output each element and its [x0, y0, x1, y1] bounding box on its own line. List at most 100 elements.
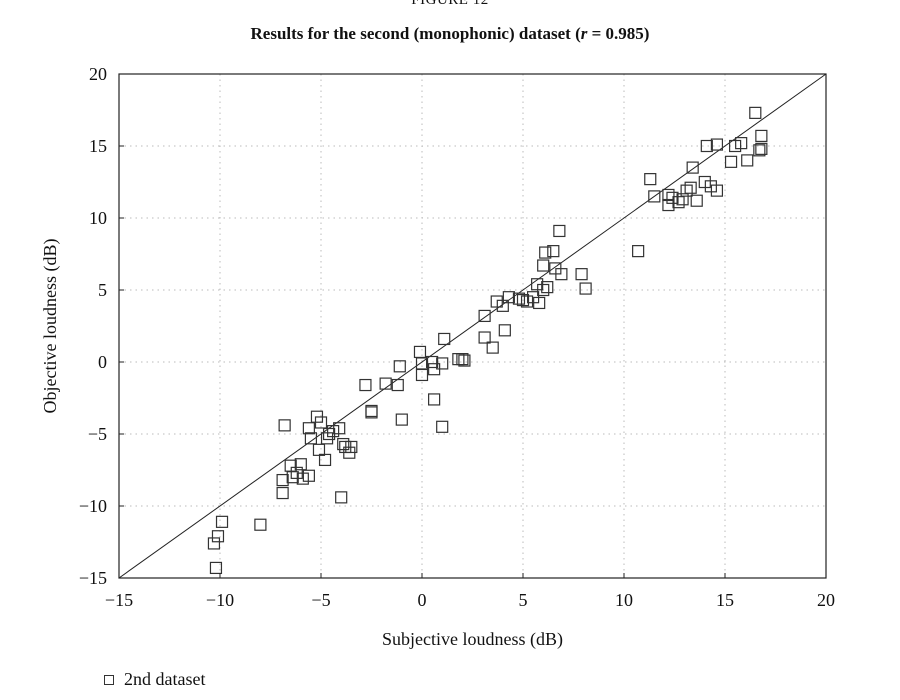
- data-point: [553, 224, 566, 238]
- data-point: [304, 432, 317, 445]
- data-point: [539, 246, 552, 259]
- data-point: [516, 293, 530, 307]
- data-point: [456, 353, 469, 366]
- y-tick-label: −5: [88, 424, 107, 444]
- data-point: [276, 473, 289, 487]
- data-point: [415, 368, 429, 382]
- x-tick-label: −10: [206, 590, 234, 610]
- data-point: [211, 530, 225, 543]
- data-point: [478, 331, 491, 344]
- data-point: [755, 129, 768, 143]
- y-tick-label: −10: [79, 496, 107, 516]
- data-point: [749, 106, 762, 119]
- data-point: [209, 561, 223, 575]
- data-point: [502, 291, 515, 304]
- data-point: [672, 196, 685, 209]
- data-point: [207, 537, 221, 550]
- figure-label: FIGURE 12: [411, 0, 489, 8]
- y-tick-label: 10: [89, 208, 107, 228]
- data-point: [537, 259, 550, 272]
- legend-label: 2nd dataset: [124, 669, 206, 689]
- data-point: [498, 324, 511, 337]
- data-point: [333, 422, 346, 435]
- data-point: [312, 443, 326, 456]
- data-point: [314, 416, 328, 429]
- data-point: [676, 193, 689, 206]
- data-point: [395, 413, 408, 426]
- data-point: [302, 469, 315, 482]
- plot-frame: [118, 73, 827, 579]
- data-point: [254, 518, 267, 531]
- x-tick-label: 20: [817, 590, 835, 610]
- chart-title-prefix: Results for the second (monophonic) data…: [250, 24, 581, 43]
- chart-title-suffix: = 0.985): [587, 24, 650, 43]
- grid: [119, 74, 826, 578]
- legend: 2nd dataset: [104, 669, 205, 690]
- data-point: [555, 268, 568, 281]
- data-point: [294, 458, 307, 471]
- data-point: [684, 181, 697, 194]
- chart-title-variable: r: [580, 24, 588, 43]
- data-point: [512, 292, 526, 305]
- data-point: [359, 378, 372, 392]
- data-point: [438, 332, 451, 346]
- axis-ticks: −15 −10 −5 0 5 10 15 20 −15 −10 −5 0 5 10 15 20: [79, 64, 835, 610]
- legend-square-marker-icon: [104, 674, 114, 685]
- data-point: [575, 268, 588, 281]
- data-point: [533, 296, 546, 310]
- data-point: [541, 281, 554, 294]
- data-point: [547, 245, 560, 258]
- data-point: [755, 142, 768, 155]
- data-point: [318, 453, 332, 467]
- data-point: [690, 194, 703, 207]
- data-point: [710, 138, 724, 151]
- chart-title: Results for the second (monophonic) data…: [0, 24, 900, 44]
- data-point: [579, 282, 592, 295]
- y-tick-label: 20: [89, 64, 107, 84]
- data-point: [436, 420, 449, 433]
- data-point: [458, 354, 471, 367]
- x-tick-label: 10: [615, 590, 633, 610]
- data-point: [215, 515, 229, 528]
- data-point: [393, 360, 406, 373]
- x-tick-label: 15: [716, 590, 734, 610]
- data-point: [710, 184, 724, 197]
- data-point: [302, 422, 315, 435]
- data-point: [632, 245, 645, 258]
- data-point: [286, 471, 299, 484]
- data-point: [735, 137, 748, 150]
- x-tick-label: −5: [311, 590, 330, 610]
- data-point: [436, 357, 449, 370]
- data-point: [278, 419, 291, 432]
- data-point: [644, 173, 657, 186]
- data-points: [207, 106, 768, 575]
- data-point: [276, 486, 289, 500]
- x-tick-label: −15: [105, 590, 133, 610]
- data-point: [686, 161, 699, 174]
- data-point: [700, 139, 713, 153]
- data-point: [391, 378, 404, 392]
- data-point: [537, 283, 550, 297]
- y-tick-label: 5: [98, 280, 107, 300]
- x-axis-label: Subjective loudness (dB): [382, 629, 563, 650]
- x-tick-label: 5: [519, 590, 528, 610]
- data-point: [345, 440, 358, 454]
- y-axis-label: Objective loudness (dB): [40, 239, 61, 414]
- data-point: [680, 184, 693, 197]
- data-point: [365, 406, 378, 419]
- data-point: [648, 190, 661, 203]
- data-point: [662, 198, 675, 212]
- data-point: [426, 355, 439, 369]
- data-point: [741, 154, 754, 167]
- data-point: [724, 155, 738, 168]
- data-point: [753, 144, 766, 157]
- data-point: [428, 393, 441, 406]
- data-point: [413, 345, 427, 359]
- data-point: [662, 188, 675, 202]
- y-tick-label: −15: [79, 568, 107, 588]
- data-point: [478, 309, 491, 323]
- y-tick-label: 15: [89, 136, 107, 156]
- data-point: [486, 341, 499, 354]
- y-tick-label: 0: [98, 352, 107, 372]
